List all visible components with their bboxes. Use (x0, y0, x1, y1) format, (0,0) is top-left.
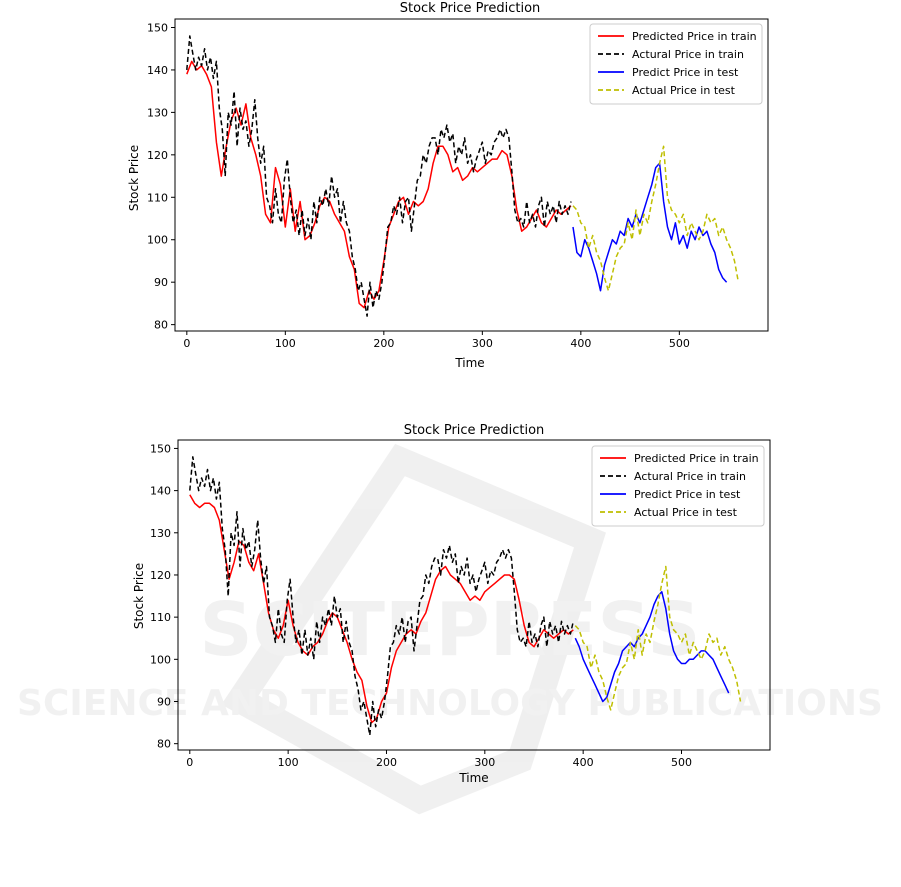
x-tick-label: 200 (373, 337, 394, 350)
legend: Predicted Price in train Actural Price in… (589, 23, 763, 105)
series-line-predict-price-in-test (574, 591, 730, 703)
x-tick-label: 400 (570, 337, 591, 350)
y-tick-label: 100 (150, 653, 171, 666)
y-axis-label: Stock Price (132, 563, 146, 629)
x-tick-label: 400 (573, 756, 594, 769)
series-line-predicted-price-in-train (189, 494, 574, 724)
series-line-actural-price-in-train (189, 456, 575, 736)
y-axis-label: Stock Price (127, 145, 141, 211)
series-line-predict-price-in-test (572, 162, 728, 292)
chart-title: Stock Price Prediction (400, 1, 541, 16)
x-tick-label: 200 (376, 756, 397, 769)
series-line-actual-price-in-test (572, 145, 740, 292)
plot-area (174, 18, 769, 332)
chart-title: Stock Price Prediction (404, 423, 545, 438)
y-tick-label: 140 (147, 64, 168, 77)
x-axis-label: Time (458, 771, 488, 785)
y-tick-label: 120 (147, 149, 168, 162)
plot-marks (189, 456, 742, 736)
legend-label: Predict Price in test (634, 488, 741, 501)
series-line-actual-price-in-test (574, 565, 742, 711)
x-tick-label: 0 (183, 337, 190, 350)
y-tick-label: 100 (147, 234, 168, 247)
y-tick-label: 140 (150, 485, 171, 498)
y-tick-label: 130 (150, 527, 171, 540)
legend-box (589, 23, 763, 105)
x-axis-label: Time (454, 356, 484, 370)
y-tick-label: 80 (154, 319, 168, 332)
legend-label: Actural Price in train (632, 48, 744, 61)
legend-box (591, 445, 765, 527)
series-line-actural-price-in-train (186, 35, 572, 317)
watermark-line1: SCITEPRESS (199, 587, 700, 673)
x-tick-label: 100 (275, 337, 296, 350)
x-tick-label: 300 (472, 337, 493, 350)
series-line-predicted-price-in-train (186, 60, 572, 309)
y-tick-label: 120 (150, 569, 171, 582)
watermark-line2: SCIENCE AND TECHNOLOGY PUBLICATIONS (17, 683, 883, 724)
legend-label: Actual Price in test (634, 506, 738, 519)
legend: Predicted Price in train Actural Price in… (591, 445, 765, 527)
legend-label: Actual Price in test (632, 84, 736, 97)
y-tick-label: 150 (150, 442, 171, 455)
y-tick-label: 90 (157, 695, 171, 708)
y-tick-label: 110 (150, 611, 171, 624)
axis-ticks: 0 100 200 300 400 500 80 90 100 110 120 130 140 150 (150, 442, 692, 769)
y-tick-label: 80 (157, 738, 171, 751)
watermark-emblem (221, 443, 606, 815)
x-tick-label: 300 (474, 756, 495, 769)
y-tick-label: 130 (147, 106, 168, 119)
legend-label: Predicted Price in train (634, 452, 759, 465)
x-tick-label: 100 (278, 756, 299, 769)
y-tick-label: 150 (147, 21, 168, 34)
chart-train-test-1: Stock Price Prediction 0 100 200 300 400 500 8… (127, 1, 769, 370)
legend-label: Predicted Price in train (632, 30, 757, 43)
y-tick-label: 110 (147, 191, 168, 204)
axis-ticks: 0 100 200 300 400 500 80 90 100 110 120 130 140 150 (147, 21, 690, 350)
x-tick-label: 500 (671, 756, 692, 769)
legend-label: Predict Price in test (632, 66, 739, 79)
chart-train-test-2: Stock Price Prediction 0 100 200 300 400 500 8… (132, 423, 771, 785)
plot-marks (186, 35, 740, 317)
x-tick-label: 0 (186, 756, 193, 769)
x-tick-label: 500 (669, 337, 690, 350)
y-tick-label: 90 (154, 276, 168, 289)
legend-label: Actural Price in train (634, 470, 746, 483)
plot-area (177, 439, 771, 751)
